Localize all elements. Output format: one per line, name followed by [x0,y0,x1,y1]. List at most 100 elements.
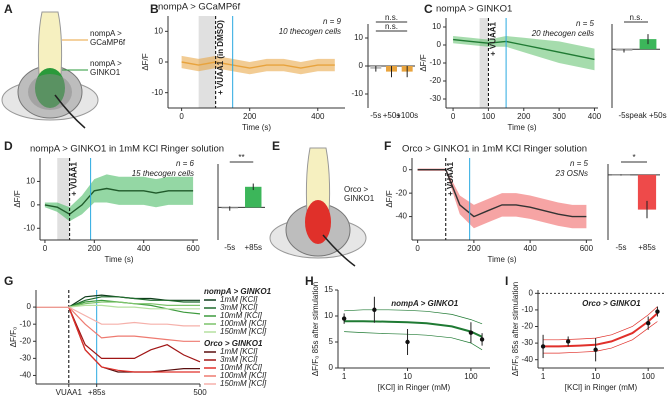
legend-label: 1mM [KCl] [220,347,258,356]
x-tick-label: 0 [179,112,184,121]
y-tick-label: -10 [23,223,35,232]
data-point [593,347,598,352]
y-axis-label: ΔF/F₀ [9,327,18,348]
diagram-a [1,11,99,129]
x-tick-label: 400 [137,244,151,253]
chart-title: nompA > GINKO1 [391,299,459,308]
data-point [565,339,571,344]
legend-label: 150mM [KCl] [220,379,267,388]
y-tick-label: 10 [26,177,35,186]
y-tick-label: -10 [351,89,363,98]
y-axis-label: ΔF/F₀ 85s after stimulation [511,282,520,376]
x-tick-label: -5s [615,243,626,252]
x-tick-label: 100 [482,112,496,121]
significance: n.s. [385,22,398,31]
significance: ** [238,153,244,162]
y-tick-label: -20 [521,322,533,331]
fit-ci-lower [344,331,483,351]
series-line [36,301,200,308]
panel-letter: H [305,274,314,288]
error-band [417,168,587,229]
y-tick-label: -30 [521,338,533,347]
y-tick-label: 0 [27,302,32,311]
y-axis-label: ΔF/F [385,190,394,207]
annotation: n = 6 [176,159,195,168]
y-tick-label: 0 [31,200,36,209]
x-tick-label: 10 [591,372,600,381]
legend-label: 100mM [KCl] [220,319,267,328]
data-point [479,337,485,342]
x-axis-label: Time (s) [487,255,516,264]
x-tick-label: +50s [383,111,401,120]
series-line [36,306,200,373]
y-tick-label: -20 [429,76,441,85]
legend-title: nompA > GINKO1 [204,287,272,296]
x-tick-label: 600 [580,244,594,253]
x-tick-label: 400 [588,112,602,121]
data-point [540,344,546,349]
chart-title: nompA > GCaMP6f [158,2,240,13]
legend-label: 150mM [KCl] [220,327,267,336]
x-axis-label: Time (s) [242,123,271,132]
diagram-label: GINKO1 [344,194,375,203]
x-tick-label: -5s [370,111,381,120]
x-tick-label: VUAA1 [56,388,83,397]
y-tick-label: 10 [432,22,441,31]
legend-label: 3mM [KCl] [220,303,258,312]
y-tick-label: 10 [154,26,163,35]
data-point [655,309,660,314]
chart-title: nompA > GINKO1 [436,4,512,15]
bar [245,186,262,208]
x-tick-label: -5s [618,111,629,120]
annotation: 20 thecogen cells [531,29,594,38]
stimulus-label: + VUAA1 [489,21,498,56]
y-axis-label: ΔF/F [419,54,428,71]
panel-letter: E [272,139,280,153]
x-tick-label: 400 [311,112,325,121]
fit-ci-upper [543,306,658,341]
x-tick-label: 600 [186,244,200,253]
x-tick-label: 200 [467,244,481,253]
mean-line [181,61,335,69]
y-tick-label: -40 [395,212,407,221]
data-point [468,330,474,335]
legend-title: Orco > GINKO1 [204,339,263,348]
y-tick-label: -20 [395,188,407,197]
x-tick-label: 1 [342,372,347,381]
y-tick-label: 0 [329,363,334,372]
fit-ci-upper [344,309,483,325]
y-tick-label: -10 [521,305,533,314]
significance: * [632,153,635,162]
x-tick-label: peak +50s [629,111,666,120]
annotation: 10 thecogen cells [279,27,341,36]
diagram-label: Orco > [344,185,369,194]
x-tick-label: 300 [552,112,566,121]
x-tick-label: +100s [396,111,418,120]
x-tick-label: -5s [224,243,235,252]
panel-letter: I [505,274,508,288]
data-point [372,307,377,312]
x-axis-label: Time (s) [507,123,536,132]
panel-letter: C [424,2,433,16]
series-line [36,306,201,363]
y-axis-label: ΔF/F₀ 85s after stimulation [311,282,320,376]
annotation: n = 5 [576,19,595,28]
fit-ci-lower [543,321,658,354]
data-point [341,316,347,321]
data-point [405,339,410,345]
stimulus-window [57,158,70,240]
y-tick-label: -10 [429,58,441,67]
x-tick-label: +85s [244,243,262,252]
panel-letter: A [4,2,13,16]
x-tick-label: +85s [638,243,656,252]
annotation: n = 9 [323,17,342,26]
panel-letter: D [4,139,13,153]
chart-title: nompA > GINKO1 in 1mM KCl Ringer solutio… [30,144,224,155]
x-tick-label: 0 [415,244,420,253]
fit-line [543,312,659,348]
series-line [36,306,200,327]
y-tick-label: 0 [529,288,534,297]
legend-label: 100mM [KCl] [220,371,267,380]
diagram-label: GINKO1 [90,68,121,77]
y-tick-label: -10 [151,88,163,97]
